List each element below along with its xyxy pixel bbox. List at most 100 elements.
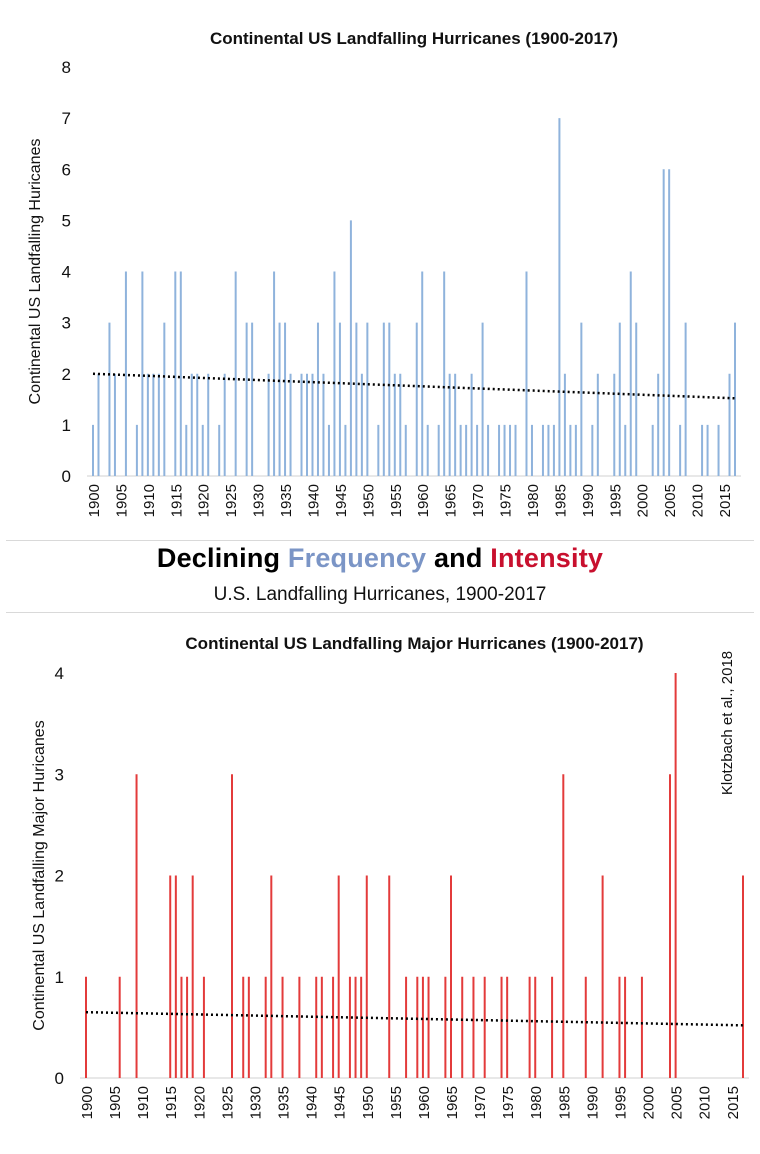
bar-1968 <box>465 424 468 476</box>
bar-1921 <box>207 373 210 476</box>
x-tick-label: 1990 <box>584 1086 601 1119</box>
x-tick-label: 2015 <box>717 484 734 517</box>
bar-1933 <box>273 271 276 476</box>
x-tick-label: 1995 <box>607 484 624 517</box>
x-tick-label: 2005 <box>662 484 679 517</box>
y-tick-label: 1 <box>55 968 64 987</box>
x-tick-label: 1915 <box>168 484 185 517</box>
bar-2004 <box>662 169 665 476</box>
bar-1915 <box>174 271 177 476</box>
x-tick-label: 1900 <box>86 484 103 517</box>
bar-1992 <box>601 875 604 1078</box>
bar-2011 <box>701 424 704 476</box>
x-tick-label: 1975 <box>498 484 515 517</box>
x-tick-label: 1970 <box>470 484 487 517</box>
bar-1957 <box>405 976 408 1078</box>
bar-1910 <box>146 373 149 476</box>
bar-1926 <box>234 271 237 476</box>
x-tick-label: 1910 <box>135 1086 152 1119</box>
bar-1976 <box>509 424 512 476</box>
x-tick-label: 1985 <box>552 484 569 517</box>
bar-1906 <box>124 271 127 476</box>
chart-title: Continental US Landfalling Hurricanes (1… <box>210 29 618 48</box>
bar-1942 <box>322 373 325 476</box>
bar-2002 <box>651 424 654 476</box>
bar-1913 <box>163 322 166 476</box>
bar-1915 <box>169 875 172 1078</box>
bar-1917 <box>185 424 188 476</box>
bar-1933 <box>270 875 273 1078</box>
bar-1900 <box>85 976 87 1078</box>
bar-1957 <box>404 424 407 476</box>
bar-1945 <box>338 322 341 476</box>
bar-1938 <box>298 976 301 1078</box>
bar-1970 <box>476 424 479 476</box>
bar-1901 <box>97 373 100 476</box>
bar-2017 <box>742 875 744 1078</box>
citation-label: Klotzbach et al., 2018 <box>719 651 736 795</box>
bar-2004 <box>669 774 671 1078</box>
bar-1986 <box>563 373 566 476</box>
bar-1950 <box>366 322 369 476</box>
x-tick-label: 1960 <box>416 1086 433 1119</box>
bar-1948 <box>355 322 358 476</box>
bar-1934 <box>278 322 281 476</box>
bar-1983 <box>551 976 554 1078</box>
bar-2017 <box>734 322 736 476</box>
x-tick-label: 1970 <box>472 1086 489 1119</box>
bar-1996 <box>624 976 627 1078</box>
bar-1929 <box>251 322 254 476</box>
bar-1918 <box>190 373 193 476</box>
bar-1989 <box>584 976 587 1078</box>
bar-1946 <box>344 424 347 476</box>
hurricanes-chart: Continental US Landfalling Hurricanes (1… <box>27 29 741 517</box>
x-tick-label: 2010 <box>697 1086 714 1119</box>
bar-2008 <box>684 322 687 476</box>
x-tick-label: 1910 <box>141 484 158 517</box>
bar-1928 <box>242 976 245 1078</box>
bar-1961 <box>427 976 430 1078</box>
x-tick-label: 2010 <box>690 484 707 517</box>
bar-1938 <box>300 373 303 476</box>
bar-1944 <box>333 271 336 476</box>
bar-1967 <box>459 424 462 476</box>
bar-1995 <box>618 976 621 1078</box>
bar-1949 <box>360 373 363 476</box>
x-tick-label: 1955 <box>388 484 405 517</box>
bar-2003 <box>657 373 660 476</box>
bar-1964 <box>443 271 446 476</box>
bar-1911 <box>152 373 155 476</box>
x-tick-label: 1905 <box>107 1086 124 1119</box>
y-tick-label: 8 <box>62 58 71 77</box>
bar-1987 <box>569 424 572 476</box>
bar-1918 <box>186 976 189 1078</box>
bar-1972 <box>487 424 490 476</box>
bar-1906 <box>118 976 121 1078</box>
x-tick-label: 1990 <box>580 484 597 517</box>
bar-1956 <box>399 373 402 476</box>
x-tick-label: 2000 <box>635 484 652 517</box>
x-tick-label: 1920 <box>191 1086 208 1119</box>
bar-1998 <box>629 271 632 476</box>
bar-1919 <box>191 875 194 1078</box>
bar-1947 <box>349 220 352 476</box>
x-tick-label: 1905 <box>113 484 130 517</box>
bar-1919 <box>196 373 199 476</box>
x-tick-label: 1935 <box>276 1086 293 1119</box>
y-tick-label: 2 <box>55 867 64 886</box>
bar-2005 <box>674 673 677 1078</box>
x-tick-label: 1900 <box>79 1086 96 1119</box>
bar-1967 <box>461 976 464 1078</box>
bar-1903 <box>108 322 111 476</box>
x-tick-label: 1980 <box>528 1086 545 1119</box>
x-tick-label: 1965 <box>444 1086 461 1119</box>
y-axis-label: Continental US Landfalling Major Hurican… <box>31 720 48 1030</box>
bar-1939 <box>306 373 308 476</box>
trend-line <box>85 1010 744 1027</box>
bar-1948 <box>354 976 357 1078</box>
bar-1969 <box>472 976 475 1078</box>
bar-1983 <box>547 424 550 476</box>
x-tick-label: 1975 <box>500 1086 517 1119</box>
bar-1980 <box>534 976 537 1078</box>
bar-1960 <box>421 271 424 476</box>
